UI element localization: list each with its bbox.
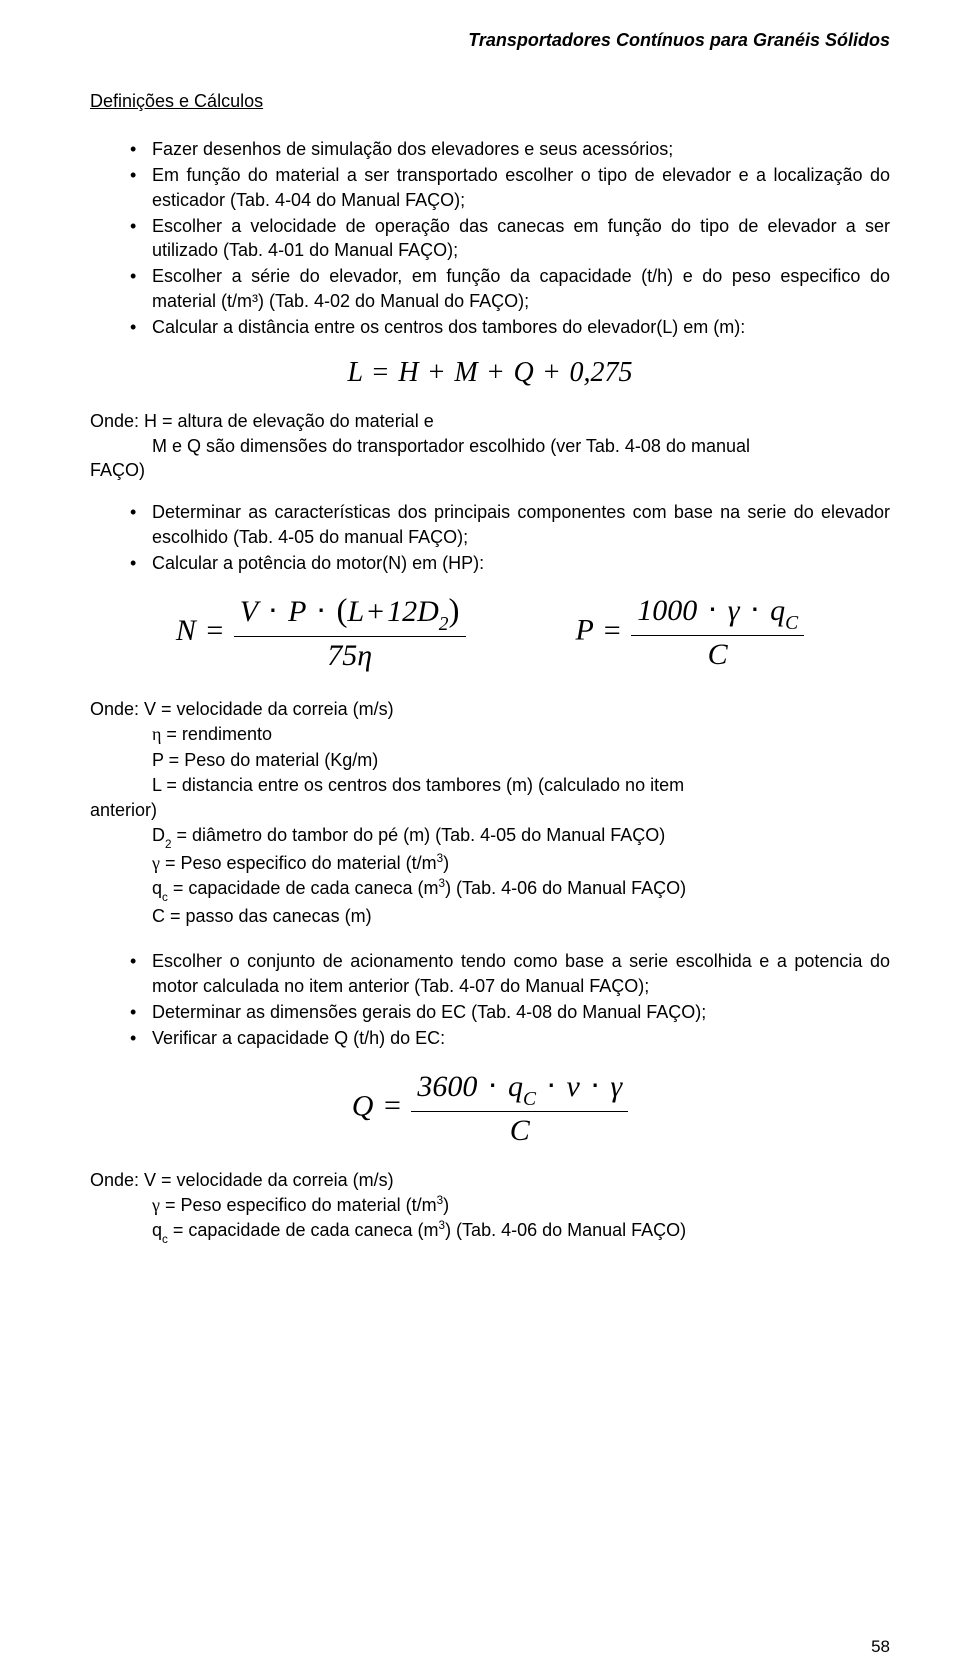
list-item: Escolher o conjunto de acionamento tendo…: [130, 949, 890, 998]
document-page: Transportadores Contínuos para Granéis S…: [0, 0, 960, 1677]
where-line: Onde: H = altura de elevação do material…: [90, 411, 434, 431]
where-line-cont: anterior): [90, 798, 890, 823]
bullet-list-a: Fazer desenhos de simulação dos elevador…: [90, 137, 890, 339]
section-title: Definições e Cálculos: [90, 91, 890, 112]
formula-P: P = 1000 ⋅ γ ⋅ qC C: [576, 593, 805, 673]
list-item: Fazer desenhos de simulação dos elevador…: [130, 137, 890, 161]
where-line: η = rendimento: [90, 722, 890, 747]
bullet-list-b: Determinar as características dos princi…: [90, 500, 890, 575]
where-line: Onde: V = velocidade da correia (m/s): [90, 697, 890, 722]
list-item: Em função do material a ser transportado…: [130, 163, 890, 212]
where-line: D2 = diâmetro do tambor do pé (m) (Tab. …: [90, 823, 890, 851]
formula-Q: Q = 3600 ⋅ qC ⋅ v ⋅ γ C: [90, 1069, 890, 1148]
where-line: L = distancia entre os centros dos tambo…: [90, 773, 890, 798]
where-block-3: Onde: V = velocidade da correia (m/s) γ …: [90, 1168, 890, 1246]
page-number: 58: [871, 1637, 890, 1657]
list-item: Escolher a série do elevador, em função …: [130, 264, 890, 313]
formula-text: L = H + M + Q + 0,275: [347, 357, 632, 388]
list-item: Calcular a distância entre os centros do…: [130, 315, 890, 339]
where-line-cont: FAÇO): [90, 460, 145, 480]
where-line: γ = Peso especifico do material (t/m3): [90, 851, 890, 876]
list-item: Determinar as características dos princi…: [130, 500, 890, 549]
list-item: Calcular a potência do motor(N) em (HP):: [130, 551, 890, 575]
where-line: qc = capacidade de cada caneca (m3) (Tab…: [90, 1218, 890, 1246]
list-item: Verificar a capacidade Q (t/h) do EC:: [130, 1026, 890, 1050]
where-block-2: Onde: V = velocidade da correia (m/s) η …: [90, 697, 890, 929]
formula-L: L = H + M + Q + 0,275: [90, 357, 890, 389]
list-item: Determinar as dimensões gerais do EC (Ta…: [130, 1000, 890, 1024]
where-line: qc = capacidade de cada caneca (m3) (Tab…: [90, 876, 890, 904]
formula-row-NP: N = V ⋅ P ⋅ (L+12D2) 75η P = 1000 ⋅ γ ⋅ …: [90, 593, 890, 673]
where-line: M e Q são dimensões do transportador esc…: [152, 434, 890, 458]
formula-N: N = V ⋅ P ⋅ (L+12D2) 75η: [176, 593, 466, 673]
where-line: γ = Peso especifico do material (t/m3): [90, 1193, 890, 1218]
where-block-1: Onde: H = altura de elevação do material…: [90, 409, 890, 482]
where-line: Onde: V = velocidade da correia (m/s): [90, 1168, 890, 1193]
where-line: C = passo das canecas (m): [90, 904, 890, 929]
page-header: Transportadores Contínuos para Granéis S…: [90, 30, 890, 51]
bullet-list-c: Escolher o conjunto de acionamento tendo…: [90, 949, 890, 1050]
list-item: Escolher a velocidade de operação das ca…: [130, 214, 890, 263]
where-line: P = Peso do material (Kg/m): [90, 748, 890, 773]
